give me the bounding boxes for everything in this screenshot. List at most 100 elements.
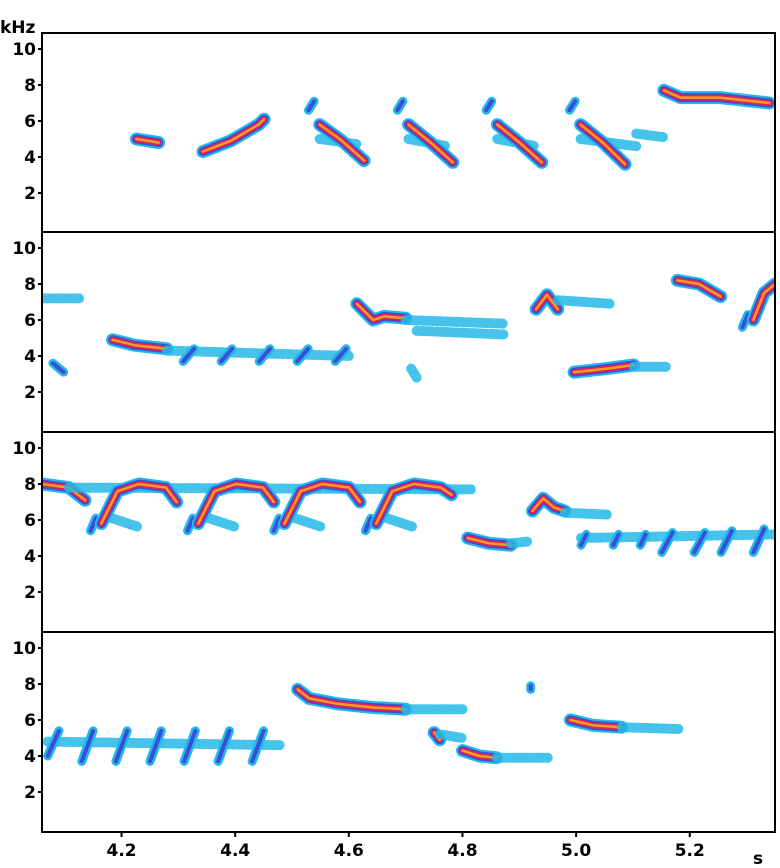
syllable <box>406 363 422 383</box>
x-tick-label: 4.8 <box>447 841 477 861</box>
syllable <box>129 132 166 150</box>
syllable <box>179 726 200 766</box>
syllable <box>526 491 572 518</box>
syllable <box>552 295 618 309</box>
y-tick-label: 10 <box>12 639 36 659</box>
syllable <box>292 344 313 366</box>
syllable <box>145 726 166 766</box>
y-tick-label: 4 <box>24 547 36 567</box>
x-tick-label: 4.6 <box>334 841 364 861</box>
syllable <box>670 273 728 304</box>
syllable <box>94 477 184 531</box>
y-tick-label: 2 <box>24 783 36 803</box>
noise-band <box>576 529 774 543</box>
syllable <box>247 726 269 766</box>
y-tick-label: 6 <box>24 112 36 132</box>
x-tick-label: 5.2 <box>675 841 705 861</box>
syllable <box>481 96 497 115</box>
syllable <box>269 513 284 536</box>
y-tick-label: 8 <box>24 675 36 695</box>
y-tick-label: 2 <box>24 383 36 403</box>
noise-band <box>411 325 509 340</box>
y-tick-label: 6 <box>24 711 36 731</box>
syllable <box>746 277 774 327</box>
syllable <box>178 344 199 366</box>
syllable <box>330 344 351 366</box>
spectrogram-panels: 2468100.20.40.60.81.01.22468101.61.82.02… <box>12 32 776 861</box>
y-tick-label: 10 <box>12 239 36 259</box>
syllable <box>369 477 459 531</box>
panel-frame <box>41 231 776 433</box>
y-tick-label: 8 <box>24 76 36 96</box>
panel-2: 2468101.61.82.02.22.42.6 <box>12 231 776 461</box>
syllable <box>608 529 624 550</box>
noise-band <box>631 128 669 143</box>
y-unit-label: kHz <box>0 18 36 38</box>
syllable <box>616 722 684 734</box>
panel-marks <box>43 273 774 383</box>
syllable <box>86 513 101 536</box>
syllable <box>657 83 774 110</box>
syllable <box>505 536 533 549</box>
syllable <box>216 344 237 366</box>
syllable <box>48 358 69 377</box>
syllable <box>392 96 408 115</box>
syllable <box>689 528 710 557</box>
noise-band <box>43 736 286 751</box>
y-tick-label: 8 <box>24 275 36 295</box>
syllable <box>574 118 632 171</box>
syllable <box>716 526 737 557</box>
noise-band <box>101 511 144 533</box>
y-tick-label: 4 <box>24 347 36 367</box>
panel-marks <box>43 477 774 557</box>
syllable <box>291 682 413 716</box>
syllable <box>567 358 641 379</box>
syllable <box>278 477 367 531</box>
syllable <box>106 333 174 356</box>
y-tick-label: 2 <box>24 583 36 603</box>
y-tick-label: 2 <box>24 184 36 204</box>
x-tick-label: 4.2 <box>106 841 136 861</box>
syllable <box>737 310 753 332</box>
syllable <box>313 118 371 168</box>
syllable <box>565 96 580 115</box>
syllable <box>400 315 509 329</box>
syllable <box>183 513 198 536</box>
y-tick-label: 6 <box>24 311 36 331</box>
syllable <box>461 531 518 552</box>
syllable <box>434 729 468 743</box>
y-tick-label: 8 <box>24 475 36 495</box>
syllable <box>657 528 678 557</box>
x-tick-label: 4.4 <box>220 841 250 861</box>
syllable <box>490 118 549 169</box>
noise-band <box>198 511 241 533</box>
syllable <box>304 96 319 115</box>
noise-band <box>376 511 419 533</box>
panel-4: 2 4 6 8 10 4.2 4.4 4.6 4.8 5.0 5.2 <box>12 631 776 861</box>
syllable <box>77 726 98 766</box>
syllable <box>360 513 376 536</box>
noise-band <box>284 511 328 533</box>
panel-1: 2468100.20.40.60.81.01.2 <box>12 32 776 262</box>
syllable <box>43 726 64 761</box>
x-tick-label: 5.0 <box>561 841 591 861</box>
y-tick-label: 10 <box>12 439 36 459</box>
y-tick-label: 4 <box>24 747 36 767</box>
y-tick-label: 10 <box>12 40 36 60</box>
y-tick-label: 4 <box>24 148 36 168</box>
panel-marks <box>129 83 774 171</box>
syllable <box>196 112 271 159</box>
syllable <box>529 288 565 316</box>
syllable <box>559 507 613 520</box>
syllable <box>254 344 275 366</box>
syllable <box>456 744 504 765</box>
syllable <box>563 713 629 734</box>
y-tick-label: 6 <box>24 511 36 531</box>
syllable <box>402 118 460 169</box>
syllable <box>161 345 357 361</box>
x-unit-label: s <box>753 849 763 868</box>
syllable <box>748 524 769 557</box>
syllable <box>111 726 132 766</box>
